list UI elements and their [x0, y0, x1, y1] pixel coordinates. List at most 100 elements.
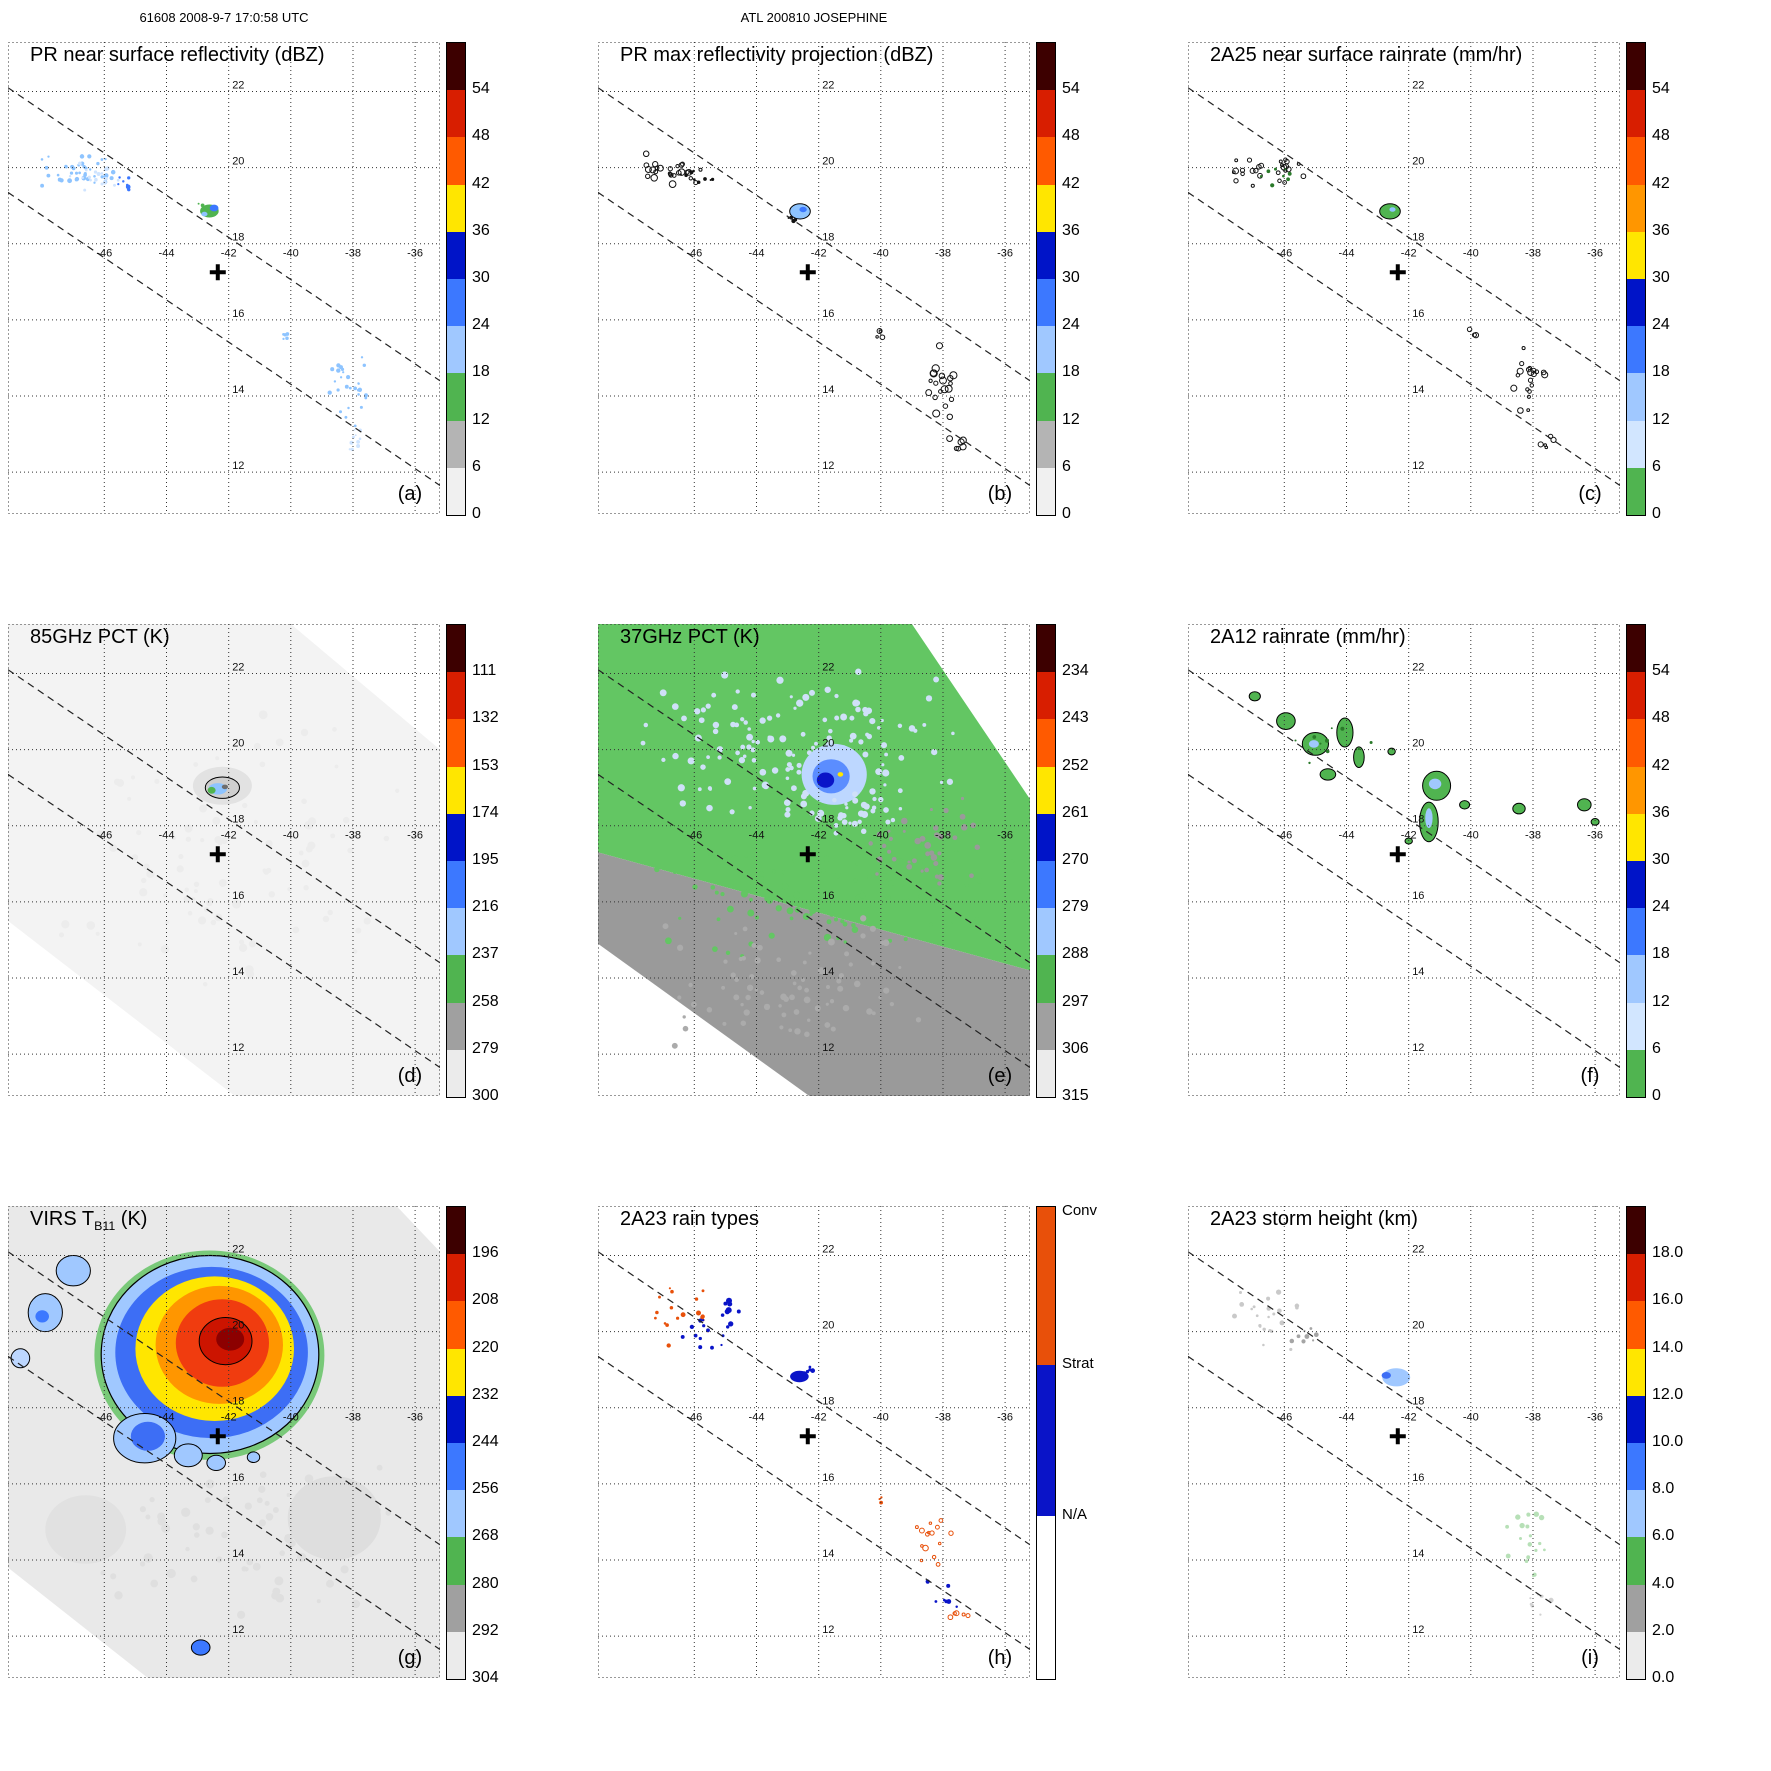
data-speckle	[268, 891, 276, 898]
coordinate-labels: 22 20 18 16 14 12 -46 -44 -42 -40 -38 -36	[96, 80, 423, 473]
data-speckle	[344, 384, 349, 389]
map-background	[1188, 624, 1620, 1096]
data-speckle	[937, 874, 944, 881]
data-speckle	[754, 915, 760, 920]
data-speckle	[742, 754, 747, 759]
data-speckle	[1537, 441, 1544, 448]
lat-label: 16	[822, 1472, 834, 1484]
data-speckle	[78, 161, 82, 166]
data-speckle	[282, 337, 285, 341]
data-speckle	[940, 931, 947, 938]
data-speckle	[946, 435, 954, 443]
colorbar-segment	[1037, 326, 1055, 374]
data-speckle	[861, 908, 868, 915]
lat-label: 18	[1412, 1396, 1424, 1408]
data-blob	[1336, 717, 1354, 748]
data-speckle	[705, 703, 711, 709]
panel-letter-c: (c)	[1578, 483, 1601, 505]
swath-edge-lines	[598, 87, 1030, 486]
data-speckle	[890, 817, 896, 823]
data-speckle	[944, 384, 953, 393]
data-speckle	[342, 371, 345, 374]
colorbar-tick-label: 258	[472, 992, 499, 1010]
data-speckle	[258, 1519, 266, 1527]
lon-label: -42	[221, 248, 237, 260]
data-speckle	[93, 170, 98, 174]
colorbar-segment	[1037, 184, 1055, 232]
data-speckle	[960, 796, 965, 801]
data-speckle	[114, 1591, 123, 1600]
data-speckle	[698, 167, 703, 172]
data-speckle	[96, 161, 100, 166]
lon-label: -36	[407, 1412, 423, 1424]
colorbar-tick-label: 6	[472, 457, 481, 475]
data-speckle	[758, 871, 765, 877]
data-speckle	[706, 1007, 713, 1013]
panel-d: 22 20 18 16 14 12 -46 -44 -42 -40 -38 -36 (d) 85GHz P…	[0, 606, 590, 1188]
data-speckle	[645, 173, 651, 179]
data-speckle	[1284, 168, 1287, 171]
data-speckle	[934, 832, 940, 838]
data-speckle	[789, 695, 793, 699]
colorbar-g	[446, 1206, 466, 1680]
colorbar-tick-label: 48	[1062, 127, 1080, 145]
data-speckle	[760, 882, 767, 889]
data-speckle	[723, 1301, 728, 1306]
data-blob	[1381, 1372, 1391, 1379]
data-speckle	[1277, 178, 1282, 184]
colorbar-segment	[447, 955, 465, 1003]
data-speckle	[932, 825, 939, 831]
data-speckle	[748, 806, 752, 810]
colorbar-tick-label: 153	[472, 756, 499, 774]
data-speckle	[865, 901, 872, 908]
lon-label: -44	[1339, 830, 1355, 842]
data-speckle	[679, 173, 682, 176]
data-speckle	[849, 715, 855, 721]
data-speckle	[740, 1020, 747, 1026]
colorbar-tick-label: 24	[1652, 898, 1670, 916]
data-speckle	[880, 940, 885, 946]
data-speckle	[259, 761, 266, 768]
data-speckle	[904, 897, 910, 904]
lat-label: 18	[822, 232, 834, 244]
lon-label: -42	[1401, 1412, 1417, 1424]
data-speckle	[849, 732, 857, 740]
data-speckle	[1255, 1314, 1259, 1318]
lon-label: -36	[1587, 1412, 1603, 1424]
data-speckle	[884, 752, 889, 757]
data-speckle	[1249, 167, 1256, 174]
data-speckle	[782, 870, 787, 875]
colorbar-segment	[447, 420, 465, 468]
data-speckle	[110, 169, 116, 175]
data-speckle	[698, 1345, 703, 1350]
data-blob	[816, 772, 835, 788]
storm-center-marker	[209, 1428, 226, 1445]
data-speckle	[1543, 1548, 1546, 1552]
data-speckle	[793, 891, 801, 899]
data-blob	[209, 204, 219, 212]
data-speckle	[954, 849, 959, 854]
data-speckle	[363, 917, 371, 925]
lat-lon-gridlines	[1188, 624, 1620, 1096]
data-speckle	[786, 907, 794, 915]
data-speckle	[1300, 173, 1307, 180]
data-speckle	[747, 909, 755, 917]
data-speckle	[878, 796, 884, 803]
data-features	[8, 1206, 440, 1678]
data-speckle	[1287, 171, 1292, 176]
lat-label: 18	[822, 814, 834, 826]
data-speckle	[304, 1474, 314, 1484]
lon-label: -44	[1339, 248, 1355, 260]
data-speckle	[688, 982, 693, 988]
colorbar-segment	[447, 1490, 465, 1538]
storm-center-marker	[799, 264, 816, 281]
data-speckle	[694, 1297, 699, 1301]
data-speckle	[58, 932, 65, 938]
data-speckle	[740, 890, 748, 898]
colorbar-segment	[1037, 43, 1055, 91]
data-speckle	[354, 434, 357, 437]
colorbar-tick-label: 306	[1062, 1039, 1089, 1057]
data-speckle	[336, 388, 340, 392]
data-speckle	[677, 168, 686, 176]
data-speckle	[1278, 159, 1283, 164]
